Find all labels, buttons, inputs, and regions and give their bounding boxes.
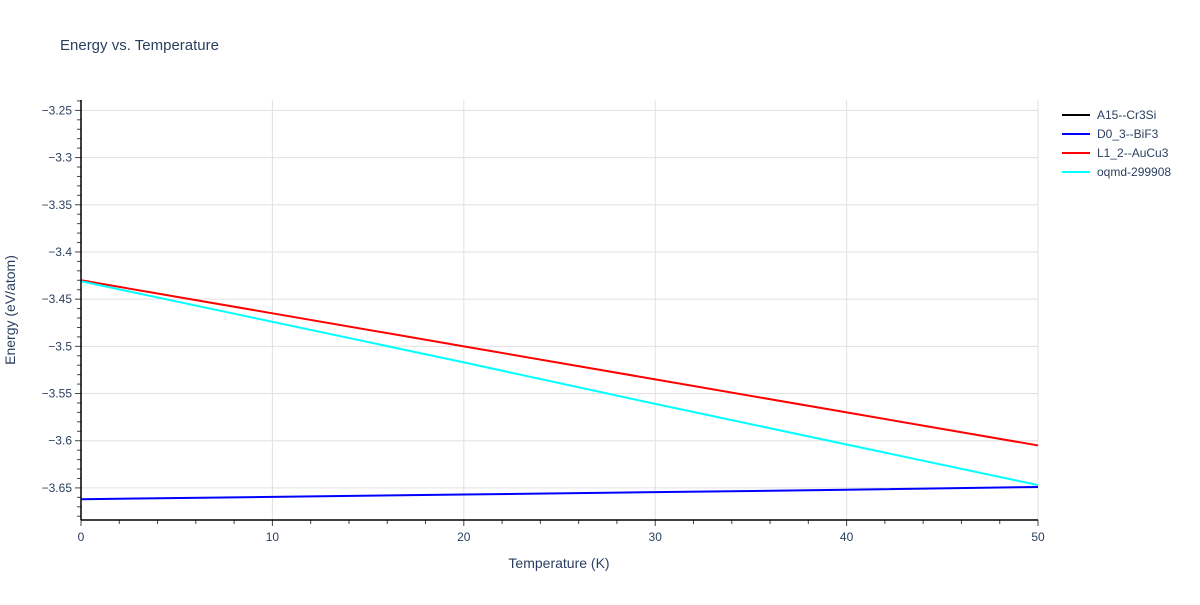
x-tick-label: 40 bbox=[840, 530, 854, 544]
x-tick-label: 0 bbox=[78, 530, 85, 544]
x-tick-label: 30 bbox=[649, 530, 663, 544]
x-axis-label: Temperature (K) bbox=[508, 555, 609, 571]
legend: A15--Cr3Si D0_3--BiF3 L1_2--AuCu3 oqmd-2999… bbox=[1062, 108, 1171, 179]
y-tick-label: −3.3 bbox=[48, 151, 72, 165]
y-tick-label: −3.45 bbox=[42, 292, 73, 306]
y-axis-label: Energy (eV/atom) bbox=[2, 255, 18, 365]
legend-label: D0_3--BiF3 bbox=[1097, 127, 1159, 141]
legend-label: A15--Cr3Si bbox=[1097, 108, 1156, 122]
axes: 0 10 20 30 40 50 −3.25 −3.3 −3.35 −3.4 −3.45 −3.5 −3… bbox=[42, 100, 1045, 544]
legend-label: L1_2--AuCu3 bbox=[1097, 146, 1169, 160]
x-tick-label: 50 bbox=[1031, 530, 1045, 544]
y-tick-label: −3.65 bbox=[42, 481, 73, 495]
y-tick-label: −3.5 bbox=[48, 339, 72, 353]
series-lines bbox=[80, 279, 1039, 501]
x-tick-label: 20 bbox=[457, 530, 471, 544]
series-line-D0_3--BiF3 bbox=[80, 485, 1039, 501]
legend-label: oqmd-299908 bbox=[1097, 165, 1171, 179]
y-tick-label: −3.25 bbox=[42, 103, 73, 117]
y-tick-label: −3.4 bbox=[48, 245, 72, 259]
y-tick-label: −3.55 bbox=[42, 387, 73, 401]
series-line-oqmd-299908 bbox=[80, 280, 1039, 487]
x-tick-label: 10 bbox=[266, 530, 280, 544]
chart-title: Energy vs. Temperature bbox=[60, 37, 219, 54]
gridlines bbox=[81, 100, 1039, 520]
y-tick-label: −3.35 bbox=[42, 198, 73, 212]
series-line-L1_2--AuCu3 bbox=[80, 279, 1039, 447]
y-tick-label: −3.6 bbox=[48, 434, 72, 448]
